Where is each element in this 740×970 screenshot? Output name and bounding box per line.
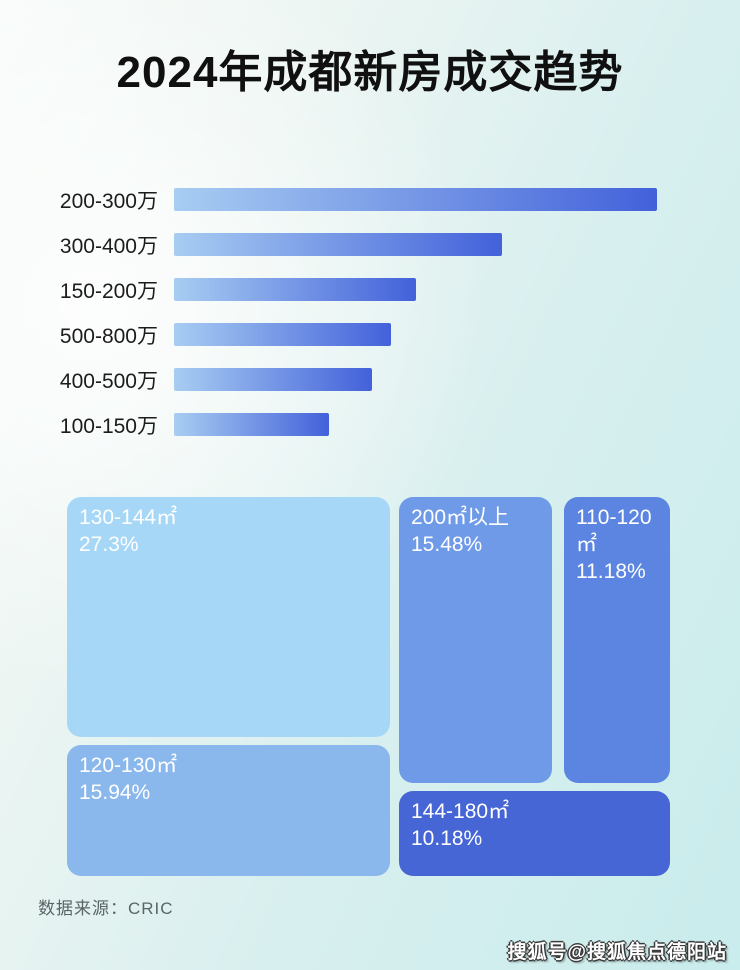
treemap-block-label: 130-144㎡ bbox=[79, 506, 178, 529]
bar-row: 500-800万 bbox=[0, 312, 740, 357]
price-bar-chart: 200-300万 300-400万 150-200万 500-800万 400-500万… bbox=[0, 177, 740, 447]
bar-row: 200-300万 bbox=[0, 177, 740, 222]
treemap-block-value: 10.18% bbox=[411, 827, 483, 850]
treemap-block-200-plus: 200㎡以上 15.48% bbox=[399, 497, 552, 783]
bar-row: 100-150万 bbox=[0, 402, 740, 447]
page-title: 2024年成都新房成交趋势 bbox=[116, 48, 624, 97]
bar-label: 300-400万 bbox=[59, 234, 158, 258]
bar-label: 150-200万 bbox=[59, 279, 158, 303]
bar-row: 400-500万 bbox=[0, 357, 740, 402]
bar-label: 100-150万 bbox=[59, 414, 158, 438]
treemap-block-value: 15.94% bbox=[79, 781, 151, 804]
price-bar bbox=[174, 278, 416, 301]
treemap-block-value: 27.3% bbox=[79, 533, 139, 556]
treemap-block-label: 200㎡以上 bbox=[411, 506, 510, 529]
price-bar bbox=[174, 233, 502, 256]
treemap-block-120-130: 120-130㎡ 15.94% bbox=[67, 745, 390, 876]
treemap-block-label: 110-120㎡ bbox=[576, 506, 652, 556]
price-bar bbox=[174, 413, 329, 436]
watermark: 搜狐号@搜狐焦点德阳站 bbox=[507, 942, 727, 963]
treemap-block-130-144: 130-144㎡ 27.3% bbox=[67, 497, 390, 737]
price-bar bbox=[174, 188, 657, 211]
bar-row: 300-400万 bbox=[0, 222, 740, 267]
price-bar bbox=[174, 323, 391, 346]
data-source-note: 数据来源：CRIC bbox=[38, 899, 174, 918]
treemap-block-label: 120-130㎡ bbox=[79, 754, 178, 777]
treemap-block-value: 11.18% bbox=[576, 560, 646, 583]
treemap-block-144-180: 144-180㎡ 10.18% bbox=[399, 791, 670, 876]
bar-row: 150-200万 bbox=[0, 267, 740, 312]
bar-label: 500-800万 bbox=[59, 324, 158, 348]
bar-label: 200-300万 bbox=[59, 189, 158, 213]
price-bar bbox=[174, 368, 372, 391]
treemap-block-label: 144-180㎡ bbox=[411, 800, 510, 823]
bar-label: 400-500万 bbox=[59, 369, 158, 393]
treemap-block-value: 15.48% bbox=[411, 533, 483, 556]
treemap-block-110-120: 110-120㎡ 11.18% bbox=[564, 497, 670, 783]
area-treemap: 130-144㎡ 27.3% 200㎡以上 15.48% 110-120㎡ 11… bbox=[67, 497, 670, 876]
